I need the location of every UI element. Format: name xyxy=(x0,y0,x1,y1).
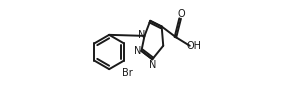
Text: N: N xyxy=(134,46,141,56)
Text: O: O xyxy=(177,9,185,19)
Text: Br: Br xyxy=(122,68,132,78)
Text: N: N xyxy=(149,60,156,70)
Text: OH: OH xyxy=(187,41,202,51)
Text: N: N xyxy=(138,30,145,40)
